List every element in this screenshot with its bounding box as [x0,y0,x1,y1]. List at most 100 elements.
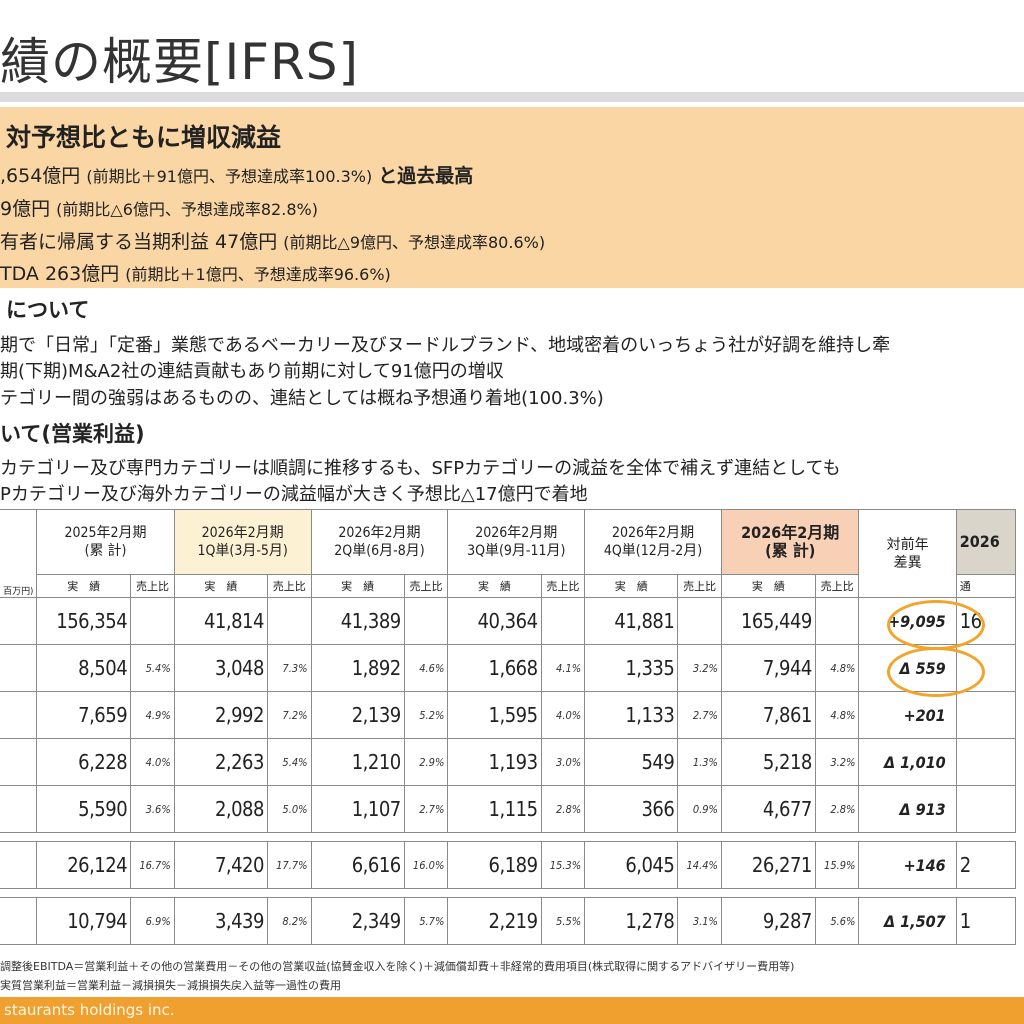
table-row: 156,354 41,814 41,389 40,364 41,881 165,449 +9… [0,597,1017,645]
value-cell: 26,124 [36,841,132,889]
value-cell: 7,861 [720,691,816,739]
diff-cell: +201 [858,691,957,739]
gap-cell [267,888,312,898]
ratio-cell: 5.4% [266,738,312,786]
forecast-cell [955,785,1017,833]
period-header-current: 2026年2月期 (累 計) [720,509,860,575]
summary-line-tail: と過去最高 [378,165,474,187]
value-cell: 6,228 [36,738,132,786]
row-label-cell [0,738,38,786]
forecast-cell: 2 [955,841,1017,889]
value-cell: 2,139 [310,691,405,739]
forecast-sub-header: 通 [955,574,1017,598]
summary-line-main: ,654億円 [0,165,81,187]
ratio-cell [403,597,449,645]
value-cell: 1,133 [584,691,679,739]
ratio-cell [814,597,860,645]
ratio-cell: 4.9% [130,691,175,739]
forecast-cell [955,738,1017,786]
gap-cell [130,832,175,842]
ratio-cell [130,597,175,645]
ratio-cell: 4.0% [130,738,175,786]
unit-label: 百万円) [0,509,38,598]
ratio-cell: 4.6% [403,644,449,692]
table-row: 8,504 5.4% 3,048 7.3% 1,892 4.6% 1,668 4.1% 1,33… [0,644,1017,692]
bullet-text: 期(下期)M&A2社の連結貢献もあり前期に対して91億円の増収 [0,361,504,382]
value-cell: 2,219 [447,897,542,945]
value-cell: 1,107 [310,785,405,833]
ratio-cell: 3.1% [677,897,722,945]
sub-header-actual: 実 績 [36,574,132,598]
gap-cell [584,832,678,842]
gap-cell [677,888,722,898]
sub-header-ratio: 売上比 [403,574,449,598]
gap-cell [130,888,175,898]
table-row: 26,124 16.7% 7,420 17.7% 6,616 16.0% 6,189 15.3… [0,841,1017,889]
ratio-cell: 5.6% [814,897,860,945]
gap-cell [267,832,312,842]
gap-cell [0,888,37,898]
value-cell: 6,189 [447,841,542,889]
summary-line-2: 9億円 (前期比△6億円、予想達成率82.8%) [0,194,318,221]
gap-cell [174,832,268,842]
gap-cell [956,888,1016,898]
sub-header-actual: 実 績 [310,574,405,598]
ratio-cell: 0.9% [677,785,722,833]
period-header: 2025年2月期 (累 計) [36,509,175,575]
value-cell: 3,048 [173,644,268,692]
gap-cell [815,888,859,898]
summary-line-sub: (前期比△9億円、予想達成率80.6%) [283,233,546,252]
gap-cell [541,888,585,898]
value-cell: 2,349 [310,897,405,945]
bullet-text: Pカテゴリー及び海外カテゴリーの減益幅が大きく予想比△17億円で着地 [0,484,588,505]
footnote-real-op-profit: 実質営業利益＝営業利益－減損損失－減損損失戻入益等一過性の費用 [0,979,341,992]
gap-cell [404,832,448,842]
table-row: 6,228 4.0% 2,263 5.4% 1,210 2.9% 1,193 3.0% 549 1… [0,738,1017,786]
bullet-text: 期で「日常」「定番」業態であるベーカリー及びヌードルブランド、地域密着のいっちょ… [0,335,891,356]
sub-header-actual: 実 績 [447,574,542,598]
sub-header-ratio: 売上比 [266,574,312,598]
value-cell: 2,992 [173,691,268,739]
row-label-cell [0,841,38,889]
value-cell: 165,449 [720,597,816,645]
footer-company-name: staurants holdings inc. [4,1001,175,1019]
diff-cell: Δ 1,507 [858,897,957,945]
sub-header-actual: 実 績 [584,574,679,598]
value-cell: 6,045 [584,841,679,889]
ratio-cell: 7.2% [266,691,312,739]
diff-cell: +146 [858,841,957,889]
value-cell: 1,193 [447,738,542,786]
value-cell: 10,794 [36,897,132,945]
table-row: 7,659 4.9% 2,992 7.2% 2,139 5.2% 1,595 4.0% 1,13… [0,691,1017,739]
value-cell: 2,263 [173,738,268,786]
value-cell: 1,595 [447,691,542,739]
gap-cell [858,832,957,842]
section-heading-operating-profit: いて(営業利益) [0,422,145,446]
table-row: 10,794 6.9% 3,439 8.2% 2,349 5.7% 2,219 5.5% 1,2… [0,897,1017,945]
value-cell: 5,218 [720,738,816,786]
diff-cell: Δ 913 [858,785,957,833]
ratio-cell [266,597,312,645]
highlight-circle [887,647,985,697]
ratio-cell: 15.3% [540,841,586,889]
ratio-cell: 5.2% [403,691,449,739]
ratio-cell: 5.0% [266,785,312,833]
footnote-ebitda: 調整後EBITDA＝営業利益＋その他の営業費用－その他の営業収益(協賛金収入を除… [0,960,795,973]
value-cell: 5,590 [36,785,132,833]
row-label-cell [0,691,38,739]
value-cell: 1,278 [584,897,679,945]
summary-line-sub: (前期比△6億円、予想達成率82.8%) [56,200,318,219]
gap-cell [447,888,542,898]
ratio-cell: 4.8% [814,644,860,692]
value-cell: 1,210 [310,738,405,786]
summary-line-main: TDA 263億円 [0,263,120,285]
gap-cell [584,888,678,898]
value-cell: 40,364 [447,597,542,645]
title-divider [0,92,1024,102]
gap-cell [815,832,859,842]
gap-cell [721,832,816,842]
gap-cell [858,888,957,898]
highlight-circle [887,600,985,650]
diff-header: 対前年 差異 [858,509,957,598]
ratio-cell: 4.8% [814,691,860,739]
